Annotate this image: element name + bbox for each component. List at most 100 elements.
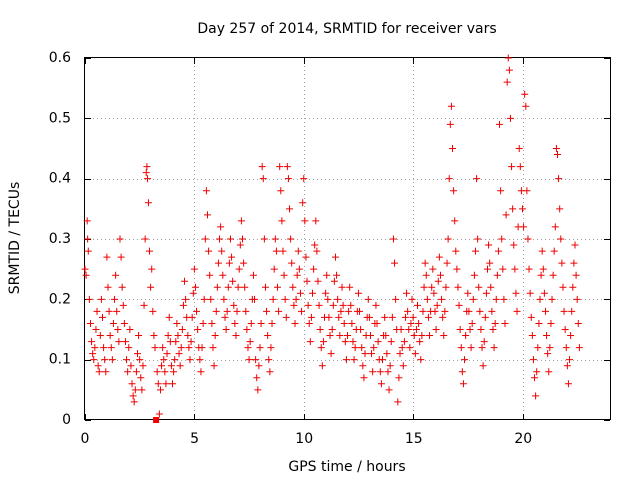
data-point (513, 307, 521, 315)
data-point (562, 344, 570, 352)
data-point (160, 356, 168, 364)
data-point (264, 332, 272, 340)
data-point (240, 259, 248, 267)
data-point (526, 289, 534, 297)
data-point (564, 380, 572, 388)
data-point (509, 205, 517, 213)
data-point (243, 326, 251, 333)
data-point (506, 114, 514, 122)
x-axis-title: GPS time / hours (288, 459, 405, 475)
data-point (300, 175, 308, 183)
data-point (158, 362, 166, 370)
data-point (436, 271, 444, 279)
data-point (453, 265, 461, 273)
data-point (221, 313, 229, 321)
data-point (306, 338, 314, 346)
data-point (288, 259, 296, 267)
data-point (403, 289, 411, 297)
data-point (470, 271, 478, 279)
data-point (314, 277, 322, 285)
data-point (118, 283, 126, 291)
data-point (492, 295, 500, 303)
data-point (260, 235, 268, 243)
data-point (515, 145, 523, 152)
data-point (489, 326, 497, 333)
data-point (91, 344, 99, 352)
data-point (208, 319, 216, 327)
data-point (454, 283, 462, 291)
data-point (442, 283, 450, 291)
data-point (519, 205, 526, 213)
data-point (128, 380, 136, 388)
data-point (164, 332, 172, 340)
data-point (482, 289, 490, 297)
data-point (438, 295, 446, 303)
data-point (290, 301, 298, 309)
y-tick-label: 0.3 (49, 231, 71, 247)
data-point (455, 301, 463, 309)
chart-title: Day 257 of 2014, SRMTID for receiver var… (197, 21, 496, 37)
data-point (494, 247, 502, 255)
data-point (104, 283, 112, 291)
data-point (377, 380, 385, 388)
data-point (109, 319, 117, 327)
data-point (129, 392, 137, 400)
x-tick-label: 5 (190, 431, 199, 447)
data-point (106, 332, 114, 340)
data-point (147, 283, 155, 291)
data-point (523, 187, 531, 195)
data-point (212, 307, 220, 315)
data-point (233, 307, 241, 315)
data-point (103, 253, 111, 261)
data-point (84, 247, 92, 255)
data-point (261, 283, 269, 291)
data-point (230, 301, 238, 309)
data-point (538, 247, 546, 255)
data-point (409, 313, 417, 321)
data-point (181, 277, 189, 285)
data-point (81, 265, 89, 273)
data-point (137, 374, 145, 382)
data-point (100, 344, 108, 352)
data-point (185, 344, 193, 352)
data-point (253, 374, 261, 382)
y-tick-labels: 0 0.1 0.2 0.3 0.4 0.5 0.6 (49, 50, 71, 428)
data-point (388, 313, 396, 321)
data-point (138, 386, 146, 394)
data-point (450, 187, 458, 195)
data-point (222, 326, 230, 333)
data-point (471, 247, 479, 255)
data-point (484, 265, 491, 273)
data-point (370, 344, 378, 352)
data-point (433, 301, 441, 309)
data-point (296, 289, 304, 297)
x-tick-label: 0 (81, 431, 90, 447)
data-point (228, 253, 236, 261)
data-point (574, 319, 582, 327)
data-point (309, 289, 316, 297)
data-point (84, 235, 92, 243)
data-point (141, 235, 149, 243)
data-point (444, 235, 452, 243)
data-point (379, 356, 386, 364)
data-point (349, 338, 357, 346)
x-tick-label: 15 (405, 431, 423, 447)
data-point (299, 199, 307, 207)
data-point (139, 362, 147, 370)
data-point (452, 247, 460, 255)
data-point (271, 235, 279, 243)
data-point (99, 313, 106, 321)
data-point (552, 145, 560, 152)
data-point (558, 259, 566, 267)
data-point (419, 307, 427, 315)
data-point (229, 277, 237, 285)
data-point (462, 332, 470, 340)
data-point (372, 301, 380, 309)
data-point (214, 259, 222, 267)
data-point (85, 295, 93, 303)
data-point (540, 289, 548, 297)
data-point (205, 247, 213, 255)
data-point (256, 344, 264, 352)
data-point (430, 289, 438, 297)
data-point (404, 307, 412, 315)
